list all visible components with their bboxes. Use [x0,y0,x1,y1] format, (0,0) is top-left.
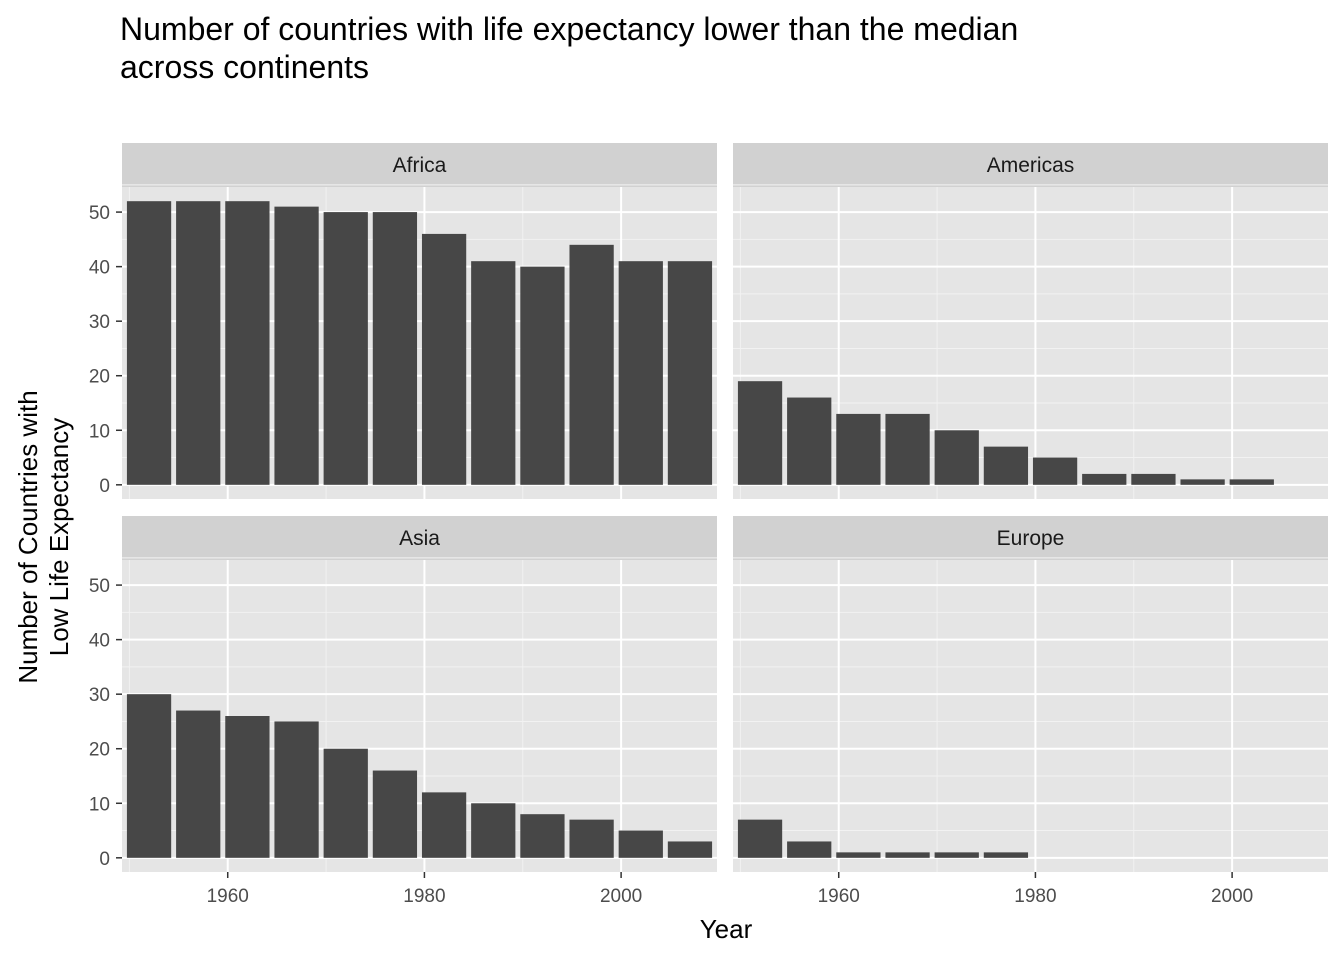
bar-asia-1987 [471,803,516,858]
bar-africa-1967 [274,206,319,485]
bar-europe-1957 [787,841,832,858]
bar-africa-1972 [323,212,368,485]
bar-africa-1962 [225,201,270,485]
y-tick-label: 20 [89,367,110,388]
y-tick-label: 40 [89,631,110,652]
facet-asia: Asia 0 10 20 30 40 50 1960 1980 2000 [89,516,717,907]
chart-title-line-1: Number of countries with life expectancy… [120,11,1018,47]
bar-americas-1977 [983,446,1029,485]
facet-europe: Europe 1960 1980 2000 [733,516,1328,907]
y-tick-label: 0 [99,476,110,497]
facet-label-asia: Asia [399,527,440,550]
x-tick-label: 2000 [1211,886,1253,907]
facet-strip-africa [122,143,717,187]
x-tick-label: 1960 [207,886,249,907]
y-tick-label: 50 [89,203,110,224]
bar-asia-1992 [520,814,565,858]
bar-africa-1987 [471,261,516,485]
bar-americas-1967 [885,413,930,485]
facet-panels: Africa 0 10 20 30 40 50 Americas Asia 0 10 20 30 40 50… [89,143,1328,907]
bar-europe-1977 [983,852,1029,858]
bar-asia-1977 [372,770,418,858]
panel-background-europe [733,560,1328,872]
bar-africa-1992 [520,266,565,485]
bar-africa-1997 [569,244,614,485]
y-axis-title-line-1: Number of Countries with [13,390,43,683]
facet-americas: Americas [733,143,1328,499]
x-tick-label: 1960 [818,886,860,907]
facet-strip-europe [733,516,1328,560]
bar-americas-1992 [1131,473,1176,485]
y-tick-label: 30 [89,312,110,333]
bar-europe-1962 [836,852,881,858]
bar-americas-1957 [787,397,832,485]
y-tick-label: 10 [89,794,110,815]
bar-europe-1967 [885,852,930,858]
bar-americas-1952 [737,381,783,485]
bar-africa-1952 [126,201,172,485]
chart-title-line-2: across continents [120,49,369,85]
bar-africa-1957 [176,201,221,485]
x-axis-title: Year [700,914,753,944]
facet-label-americas: Americas [987,154,1075,177]
y-tick-label: 20 [89,740,110,761]
bar-africa-2007 [667,261,713,485]
bar-africa-2002 [618,261,663,485]
bar-americas-2002 [1229,479,1274,485]
y-axis-title-line-2: Low Life Expectancy [44,418,74,656]
facet-africa: Africa 0 10 20 30 40 50 [89,143,717,499]
bar-asia-1972 [323,748,368,858]
y-tick-label: 30 [89,685,110,706]
bar-americas-1997 [1180,479,1225,485]
bar-asia-2002 [618,830,663,858]
bar-asia-1982 [421,792,467,858]
bar-europe-1972 [934,852,979,858]
bar-asia-2007 [667,841,713,858]
x-tick-label: 2000 [600,886,642,907]
bar-africa-1982 [421,233,467,485]
bar-asia-1997 [569,819,614,858]
y-tick-label: 0 [99,849,110,870]
bar-americas-1962 [836,413,881,485]
bar-americas-1972 [934,430,979,485]
bar-americas-1982 [1032,457,1078,485]
y-tick-label: 40 [89,258,110,279]
bar-africa-1977 [372,212,418,485]
y-tick-label: 10 [89,421,110,442]
facet-strip-asia [122,516,717,560]
bar-americas-1987 [1082,473,1127,485]
y-tick-label: 50 [89,576,110,597]
x-tick-label: 1980 [403,886,445,907]
facet-strip-americas [733,143,1328,187]
bar-europe-1952 [737,819,783,858]
x-tick-label: 1980 [1014,886,1056,907]
bar-asia-1967 [274,721,319,858]
facet-label-europe: Europe [997,527,1065,550]
facet-label-africa: Africa [393,154,447,177]
bar-asia-1962 [225,716,270,858]
bar-asia-1952 [126,694,172,858]
bar-asia-1957 [176,710,221,858]
